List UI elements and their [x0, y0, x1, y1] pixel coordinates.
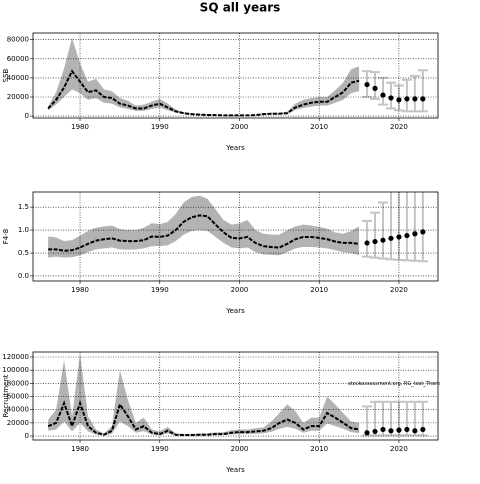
x-tick-label: 2000 [231, 445, 249, 453]
x-tick-label: 1980 [71, 286, 89, 294]
forecast-point [380, 92, 386, 98]
y-tick-label: 60000 [7, 393, 29, 401]
y-tick-label: 1.5 [18, 203, 29, 211]
forecast-point [396, 97, 402, 103]
x-axis-label: Years [225, 144, 245, 152]
x-tick-label: 2010 [310, 445, 328, 453]
x-tick-label: 1980 [71, 445, 89, 453]
annotation: stockassessment.org, RG_test_Thom [348, 381, 440, 387]
estimate-line [47, 69, 360, 117]
forecast-point [364, 240, 370, 246]
x-tick-label: 2010 [310, 123, 328, 131]
y-tick-label: 1.0 [18, 226, 29, 234]
y-tick-label: 100000 [2, 366, 29, 374]
forecast-point [388, 95, 394, 101]
y-tick-label: 60000 [7, 55, 29, 63]
panel: 1980 1990 2000 2010 2020 0.0 0.5 1.0 1.5 Years F4-… [2, 191, 439, 315]
plot-area [48, 192, 428, 263]
axes-frame [32, 191, 439, 282]
forecast-point [412, 428, 418, 434]
forecast-point [420, 426, 426, 433]
y-tick-label: 20000 [7, 93, 29, 101]
forecast-point [412, 231, 418, 237]
y-tick-label: 40000 [7, 74, 29, 82]
panel: 1980 1990 2000 2010 2020 0 20000 40000 60000 8000… [2, 32, 439, 152]
y-tick-label: 0.0 [18, 272, 29, 280]
axes-frame [32, 351, 439, 441]
x-tick-label: 2000 [231, 123, 249, 131]
figure-title: SQ all years [200, 1, 281, 15]
forecast-point [372, 238, 378, 245]
y-tick-label: 0.5 [18, 249, 29, 257]
x-tick-label: 2010 [310, 286, 328, 294]
forecast-point [380, 237, 386, 243]
axes-frame [32, 32, 439, 119]
forecast-point [404, 232, 410, 239]
x-axis-label: Years [225, 466, 245, 474]
forecast-point [372, 428, 378, 435]
x-tick-label: 1990 [151, 123, 169, 131]
forecast-point [388, 235, 394, 241]
x-axis-label: Years [225, 307, 245, 315]
x-tick-label: 1990 [151, 286, 169, 294]
forecast-point [412, 96, 418, 102]
y-axis-label: F4-8 [2, 229, 10, 244]
forecast-point [364, 81, 370, 88]
forecast-point [372, 85, 378, 91]
y-tick-label: 80000 [7, 379, 29, 387]
forecast-point [404, 96, 410, 102]
forecast-point [420, 96, 426, 102]
y-tick-label: 20000 [7, 419, 29, 427]
x-tick-label: 2020 [390, 286, 408, 294]
forecast-point [380, 426, 386, 433]
forecast-point [388, 428, 394, 434]
confidence-band [48, 353, 360, 436]
y-tick-label: 120000 [2, 353, 29, 361]
y-axis-label: Recruitment [2, 374, 10, 417]
forecast-point [404, 426, 410, 433]
x-tick-label: 2020 [390, 445, 408, 453]
forecast-point [364, 430, 370, 436]
x-tick-label: 1990 [151, 445, 169, 453]
y-tick-label: 0 [25, 432, 29, 440]
y-tick-label: 0 [25, 112, 29, 120]
forecast-point [396, 234, 402, 240]
panel: 1980 1990 2000 2010 2020 0 20000 40000 60000 8000… [2, 351, 440, 474]
x-tick-label: 2000 [231, 286, 249, 294]
y-axis-label: SSB [2, 68, 10, 82]
confidence-band [48, 195, 360, 258]
estimate-line [48, 214, 360, 252]
forecast-point [420, 229, 426, 235]
x-tick-label: 1980 [71, 123, 89, 131]
plot-area [47, 353, 428, 437]
y-tick-label: 80000 [7, 36, 29, 44]
y-tick-label: 40000 [7, 406, 29, 414]
x-tick-label: 2020 [390, 123, 408, 131]
estimate-line [47, 400, 360, 437]
